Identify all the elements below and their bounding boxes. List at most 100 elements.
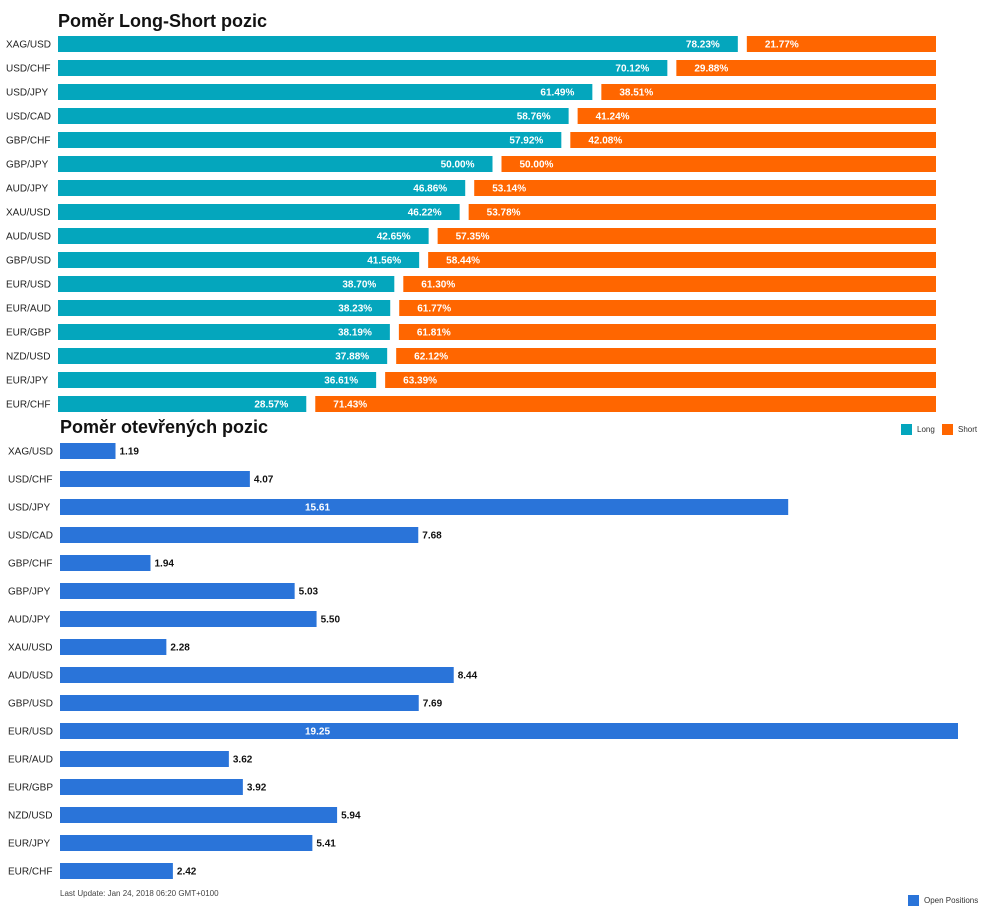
long-value-label: 61.49% bbox=[540, 88, 574, 99]
open-bar-eur-gbp bbox=[60, 779, 243, 795]
long-value-label: 28.57% bbox=[254, 400, 288, 411]
open-bar-usd-jpy bbox=[60, 499, 789, 515]
long-value-label: 38.19% bbox=[338, 328, 372, 339]
short-bar-eur-gbp bbox=[398, 324, 936, 340]
long-bar-eur-aud bbox=[58, 300, 391, 316]
op-category-label: EUR/AUD bbox=[8, 755, 53, 766]
short-value-label: 58.44% bbox=[446, 256, 480, 267]
long-value-label: 42.65% bbox=[377, 232, 411, 243]
open-positions-legend: Open Positions bbox=[908, 895, 978, 906]
short-value-label: 41.24% bbox=[596, 112, 630, 123]
short-value-label: 21.77% bbox=[765, 40, 799, 51]
open-bar-usd-cad bbox=[60, 527, 419, 543]
op-category-label: USD/JPY bbox=[8, 503, 51, 514]
long-short-bars: XAG/USD 78.23% 21.77% USD/CHF 70.12% 29.88% US… bbox=[6, 36, 937, 412]
short-bar-usd-cad bbox=[577, 108, 936, 124]
open-value-label: 7.69 bbox=[423, 699, 443, 710]
legend-short-swatch bbox=[942, 424, 953, 435]
legend-short-label: Short bbox=[958, 425, 978, 434]
ls-category-label: EUR/GBP bbox=[6, 328, 51, 339]
ls-category-label: XAG/USD bbox=[6, 40, 51, 51]
long-bar-aud-jpy bbox=[58, 180, 466, 196]
long-bar-usd-cad bbox=[58, 108, 569, 124]
long-value-label: 78.23% bbox=[686, 40, 720, 51]
ls-category-label: NZD/USD bbox=[6, 352, 50, 363]
open-bar-aud-jpy bbox=[60, 611, 317, 627]
ls-category-label: GBP/USD bbox=[6, 256, 51, 267]
op-category-label: EUR/GBP bbox=[8, 783, 53, 794]
long-value-label: 38.23% bbox=[338, 304, 372, 315]
open-bar-usd-chf bbox=[60, 471, 250, 487]
long-bar-eur-jpy bbox=[58, 372, 377, 388]
short-bar-gbp-jpy bbox=[501, 156, 936, 172]
long-bar-nzd-usd bbox=[58, 348, 388, 364]
long-value-label: 50.00% bbox=[441, 160, 475, 171]
open-value-label: 4.07 bbox=[254, 475, 274, 486]
short-bar-eur-usd bbox=[403, 276, 937, 292]
short-value-label: 61.81% bbox=[417, 328, 451, 339]
long-value-label: 70.12% bbox=[615, 64, 649, 75]
long-short-chart-title: Poměr Long-Short pozic bbox=[58, 11, 267, 31]
op-category-label: GBP/USD bbox=[8, 699, 53, 710]
short-bar-eur-jpy bbox=[385, 372, 937, 388]
short-bar-eur-aud bbox=[399, 300, 936, 316]
short-value-label: 71.43% bbox=[333, 400, 367, 411]
ls-category-label: EUR/USD bbox=[6, 280, 51, 291]
ls-category-label: AUD/JPY bbox=[6, 184, 49, 195]
op-category-label: USD/CAD bbox=[8, 531, 53, 542]
long-value-label: 46.86% bbox=[413, 184, 447, 195]
op-category-label: XAG/USD bbox=[8, 447, 53, 458]
ls-category-label: USD/JPY bbox=[6, 88, 49, 99]
ls-category-label: GBP/CHF bbox=[6, 136, 50, 147]
short-value-label: 63.39% bbox=[403, 376, 437, 387]
long-value-label: 38.70% bbox=[342, 280, 376, 291]
long-value-label: 36.61% bbox=[324, 376, 358, 387]
open-bar-xau-usd bbox=[60, 639, 167, 655]
open-value-label: 5.94 bbox=[341, 811, 361, 822]
long-value-label: 37.88% bbox=[335, 352, 369, 363]
op-category-label: XAU/USD bbox=[8, 643, 52, 654]
long-bar-xau-usd bbox=[58, 204, 460, 220]
long-value-label: 46.22% bbox=[408, 208, 442, 219]
short-bar-aud-jpy bbox=[474, 180, 936, 196]
open-value-label: 1.94 bbox=[154, 559, 174, 570]
open-bar-gbp-usd bbox=[60, 695, 419, 711]
long-value-label: 41.56% bbox=[367, 256, 401, 267]
open-value-label: 3.62 bbox=[233, 755, 253, 766]
op-category-label: EUR/USD bbox=[8, 727, 53, 738]
open-bar-gbp-jpy bbox=[60, 583, 295, 599]
long-bar-gbp-chf bbox=[58, 132, 562, 148]
legend-long-label: Long bbox=[917, 425, 935, 434]
open-value-label: 5.41 bbox=[316, 839, 336, 850]
long-value-label: 58.76% bbox=[517, 112, 551, 123]
short-value-label: 50.00% bbox=[520, 160, 554, 171]
open-bar-aud-usd bbox=[60, 667, 454, 683]
short-value-label: 42.08% bbox=[588, 136, 622, 147]
long-short-legend: Long Short bbox=[901, 424, 978, 435]
op-category-label: NZD/USD bbox=[8, 811, 52, 822]
last-update-text: Last Update: Jan 24, 2018 06:20 GMT+0100 bbox=[60, 889, 219, 898]
ls-category-label: EUR/CHF bbox=[6, 400, 50, 411]
short-value-label: 61.30% bbox=[421, 280, 455, 291]
short-value-label: 53.78% bbox=[487, 208, 521, 219]
short-value-label: 57.35% bbox=[456, 232, 490, 243]
open-bar-gbp-chf bbox=[60, 555, 151, 571]
ls-category-label: EUR/AUD bbox=[6, 304, 51, 315]
open-bar-eur-jpy bbox=[60, 835, 313, 851]
short-bar-aud-usd bbox=[437, 228, 936, 244]
short-value-label: 62.12% bbox=[414, 352, 448, 363]
op-category-label: AUD/JPY bbox=[8, 615, 51, 626]
open-value-label: 1.19 bbox=[120, 447, 140, 458]
open-bar-eur-aud bbox=[60, 751, 229, 767]
ls-category-label: USD/CHF bbox=[6, 64, 50, 75]
open-value-label: 15.61 bbox=[305, 503, 330, 514]
op-category-label: AUD/USD bbox=[8, 671, 53, 682]
long-bar-aud-usd bbox=[58, 228, 429, 244]
long-bar-eur-usd bbox=[58, 276, 395, 292]
open-positions-bars: XAG/USD 1.19 USD/CHF 4.07 USD/JPY 15.61 USD/CA… bbox=[8, 443, 958, 879]
open-value-label: 5.50 bbox=[321, 615, 341, 626]
ls-category-label: EUR/JPY bbox=[6, 376, 49, 387]
short-bar-usd-jpy bbox=[601, 84, 936, 100]
open-value-label: 2.42 bbox=[177, 867, 197, 878]
